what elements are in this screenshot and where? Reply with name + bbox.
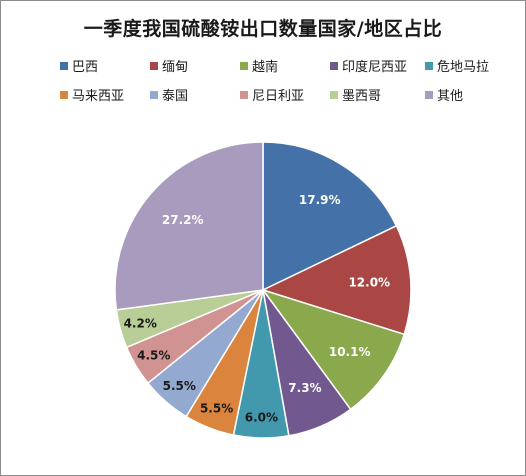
legend-label: 印度尼西亚	[342, 60, 408, 75]
data-label: 17.9%	[299, 193, 341, 207]
legend-swatch	[240, 90, 248, 99]
legend-item: 其他	[425, 85, 515, 104]
data-label: 27.2%	[162, 213, 204, 227]
data-label: 4.2%	[124, 317, 157, 331]
legend-label: 越南	[252, 60, 279, 75]
data-label: 10.1%	[329, 345, 371, 359]
legend-swatch	[150, 90, 158, 99]
pie-slice	[261, 288, 406, 411]
legend-item: 危地马拉	[425, 56, 515, 75]
data-label: 5.5%	[163, 379, 196, 393]
legend-label: 缅甸	[162, 60, 189, 75]
legend-item: 尼日利亚	[240, 85, 330, 104]
legend-label: 泰国	[162, 89, 189, 104]
pie-slice	[114, 141, 264, 311]
legend-swatch	[60, 61, 68, 70]
legend-swatch	[60, 90, 68, 99]
legend-label: 尼日利亚	[252, 89, 305, 104]
legend-item: 越南	[240, 56, 330, 75]
data-label: 6.0%	[245, 410, 278, 424]
legend-label: 墨西哥	[342, 89, 382, 104]
legend-item: 墨西哥	[330, 85, 425, 104]
legend-label: 马来西亚	[72, 89, 125, 104]
legend-swatch	[425, 90, 433, 99]
legend-item: 泰国	[150, 85, 240, 104]
legend-swatch	[150, 61, 158, 70]
data-label: 12.0%	[348, 275, 390, 289]
legend-label: 巴西	[72, 60, 99, 75]
pie-slice	[262, 141, 398, 292]
legend-swatch	[425, 61, 433, 70]
legend-item: 印度尼西亚	[330, 56, 425, 75]
legend-item: 缅甸	[150, 56, 240, 75]
legend-swatch	[330, 61, 338, 70]
chart-legend: 巴西 缅甸 越南 印度尼西亚 危地马拉马来西亚 泰国 尼日利亚 墨西哥 其他	[60, 56, 510, 104]
legend-swatch	[330, 90, 338, 99]
legend-label: 其他	[437, 89, 464, 104]
legend-item: 马来西亚	[60, 85, 150, 104]
legend-item: 巴西	[60, 56, 150, 75]
data-label: 4.5%	[137, 348, 170, 362]
chart-title: 一季度我国硫酸铵出口数量国家/地区占比	[83, 18, 443, 40]
data-label: 5.5%	[200, 402, 233, 416]
legend-label: 危地马拉	[437, 60, 490, 75]
pie-slice	[260, 224, 412, 336]
legend-swatch	[240, 61, 248, 70]
data-label: 7.3%	[288, 381, 321, 395]
